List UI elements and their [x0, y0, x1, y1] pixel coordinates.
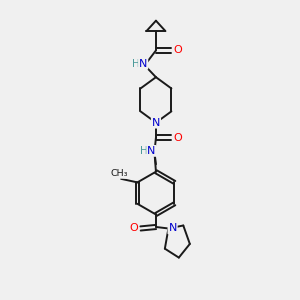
Text: O: O [174, 133, 182, 142]
Text: N: N [147, 146, 156, 156]
Text: N: N [168, 224, 177, 233]
Text: N: N [152, 118, 160, 128]
Text: CH₃: CH₃ [111, 169, 128, 178]
Text: N: N [139, 59, 147, 69]
Text: H: H [132, 59, 140, 69]
Text: O: O [174, 45, 182, 56]
Text: O: O [130, 224, 138, 233]
Text: H: H [140, 146, 148, 156]
